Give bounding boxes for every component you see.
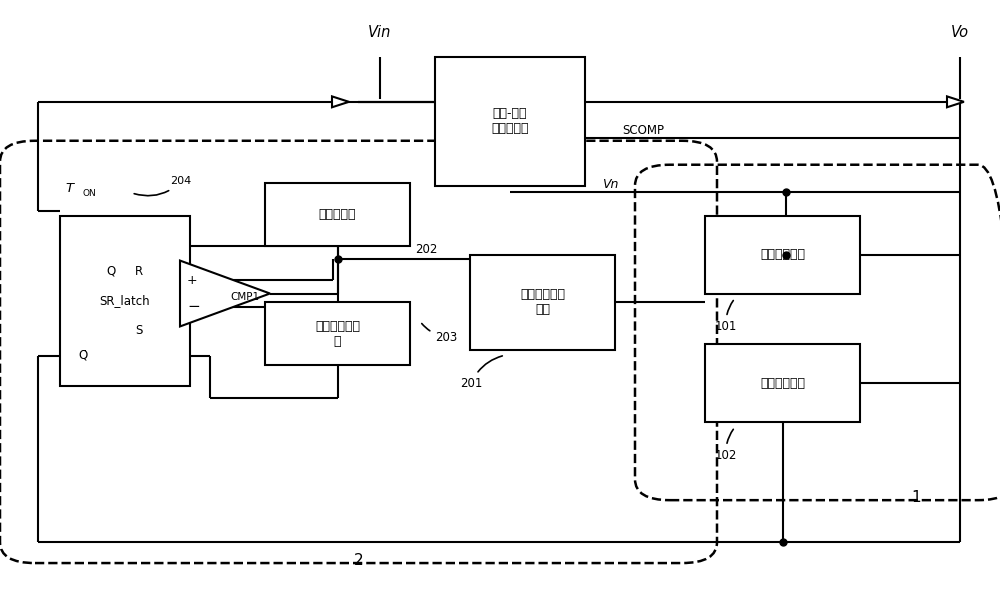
Text: Q̄: Q̄ [78, 348, 87, 361]
FancyBboxPatch shape [60, 216, 190, 386]
FancyBboxPatch shape [265, 302, 410, 365]
Text: 电流镜单元: 电流镜单元 [319, 208, 356, 220]
Text: SCOMP: SCOMP [622, 124, 664, 137]
Text: 直流-直流
开关转换器: 直流-直流 开关转换器 [491, 107, 529, 135]
Text: 第二采样单元: 第二采样单元 [760, 377, 805, 390]
Text: 204: 204 [134, 177, 192, 196]
Text: 充放电电容单
元: 充放电电容单 元 [315, 320, 360, 348]
Text: Vin: Vin [368, 25, 392, 41]
Polygon shape [332, 96, 349, 107]
Text: 203: 203 [422, 323, 457, 344]
Text: CMP1: CMP1 [230, 292, 259, 302]
Text: T: T [65, 182, 73, 195]
Polygon shape [947, 96, 964, 107]
Polygon shape [180, 261, 270, 326]
Text: −: − [187, 299, 200, 314]
Text: 跨导运算放大
单元: 跨导运算放大 单元 [520, 289, 565, 316]
Text: 102: 102 [715, 429, 737, 462]
FancyBboxPatch shape [435, 57, 585, 186]
Text: 1: 1 [912, 489, 921, 505]
Text: 101: 101 [715, 301, 737, 333]
FancyBboxPatch shape [705, 216, 860, 294]
Text: Vo: Vo [951, 25, 969, 41]
Text: 2: 2 [354, 552, 363, 568]
Text: 202: 202 [415, 243, 437, 256]
FancyBboxPatch shape [265, 183, 410, 246]
Text: Vn: Vn [602, 178, 618, 191]
FancyBboxPatch shape [705, 344, 860, 422]
FancyBboxPatch shape [470, 255, 615, 350]
Text: 201: 201 [460, 356, 502, 390]
Text: 第一采样单元: 第一采样单元 [760, 248, 805, 261]
Text: ON: ON [83, 189, 97, 198]
Text: Q     R

SR_latch

        S: Q R SR_latch S [100, 265, 150, 337]
Text: +: + [187, 274, 198, 287]
